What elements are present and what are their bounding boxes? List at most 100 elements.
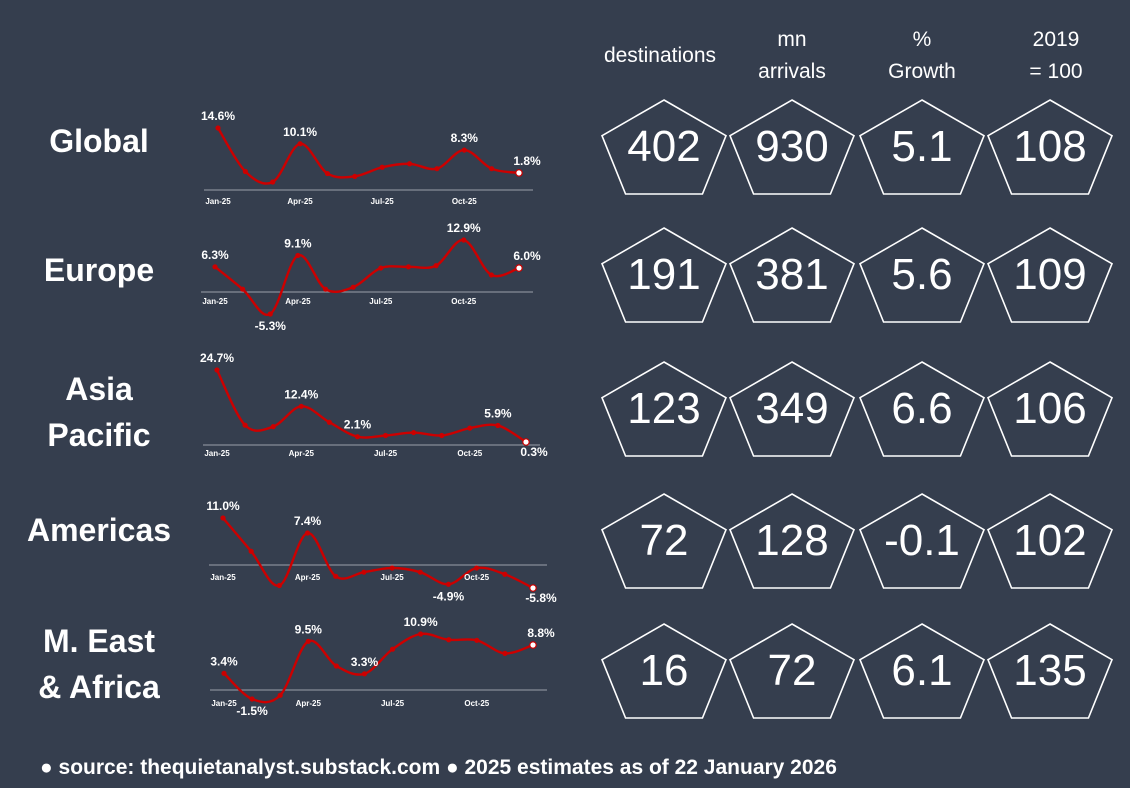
data-point bbox=[323, 287, 328, 292]
x-tick-label: Jul-25 bbox=[369, 297, 393, 306]
metric-growth-global: 5.1 bbox=[860, 122, 984, 172]
data-point bbox=[390, 647, 395, 652]
data-point bbox=[221, 671, 226, 676]
data-point bbox=[212, 264, 217, 269]
region-label-americas: Americas bbox=[0, 507, 198, 553]
data-point bbox=[462, 147, 467, 152]
metric-arrivals-americas: 128 bbox=[730, 516, 854, 566]
data-label: -4.9% bbox=[433, 589, 465, 603]
x-tick-label: Jul-25 bbox=[374, 449, 398, 458]
region-label-asia-pacific: Asia Pacific bbox=[0, 366, 198, 458]
data-point bbox=[516, 265, 522, 271]
x-tick-label: Oct-25 bbox=[452, 197, 477, 206]
data-point bbox=[439, 433, 444, 438]
metric-growth-europe: 5.6 bbox=[860, 250, 984, 300]
data-point bbox=[355, 434, 360, 439]
metric-index-europe: 109 bbox=[988, 250, 1112, 300]
x-tick-label: Oct-25 bbox=[464, 699, 489, 708]
x-tick-label: Oct-25 bbox=[464, 573, 489, 582]
data-point bbox=[389, 565, 394, 570]
x-tick-label: Oct-25 bbox=[451, 297, 476, 306]
data-point bbox=[215, 125, 220, 130]
data-label: 6.3% bbox=[201, 248, 229, 262]
region-label-global: Global bbox=[0, 118, 198, 164]
data-point bbox=[523, 439, 529, 445]
data-point bbox=[406, 264, 411, 269]
data-point bbox=[220, 515, 225, 520]
x-tick-label: Jan-25 bbox=[205, 197, 231, 206]
data-label: 24.7% bbox=[200, 351, 234, 365]
data-point bbox=[530, 642, 536, 648]
data-point bbox=[446, 582, 451, 587]
x-tick-label: Apr-25 bbox=[295, 573, 321, 582]
data-point bbox=[433, 263, 438, 268]
data-point bbox=[474, 565, 479, 570]
data-point bbox=[249, 696, 254, 701]
metric-destinations-americas: 72 bbox=[602, 516, 726, 566]
x-tick-label: Oct-25 bbox=[457, 449, 482, 458]
header-index: 2019 = 100 bbox=[994, 24, 1118, 88]
data-point bbox=[249, 549, 254, 554]
data-label: 11.0% bbox=[206, 499, 240, 513]
metric-arrivals-europe: 381 bbox=[730, 250, 854, 300]
header-arrivals: mn arrivals bbox=[730, 24, 854, 88]
data-point bbox=[411, 430, 416, 435]
metric-growth-m-east-africa: 6.1 bbox=[860, 646, 984, 696]
data-point bbox=[489, 166, 494, 171]
data-point bbox=[502, 651, 507, 656]
metric-arrivals-asia-pacific: 349 bbox=[730, 384, 854, 434]
series-line bbox=[218, 128, 519, 184]
data-point bbox=[299, 404, 304, 409]
series-line bbox=[224, 634, 533, 702]
data-label: 5.9% bbox=[484, 406, 512, 420]
data-label: 12.4% bbox=[284, 387, 318, 401]
series-line bbox=[217, 370, 526, 442]
data-label: 14.6% bbox=[201, 109, 235, 123]
x-tick-label: Jan-25 bbox=[210, 573, 236, 582]
data-point bbox=[502, 572, 507, 577]
x-tick-label: Jul-25 bbox=[381, 573, 405, 582]
data-point bbox=[242, 423, 247, 428]
data-point bbox=[278, 693, 283, 698]
metric-destinations-asia-pacific: 123 bbox=[602, 384, 726, 434]
series-line bbox=[215, 240, 519, 315]
data-point bbox=[271, 424, 276, 429]
region-label-europe: Europe bbox=[0, 247, 198, 293]
region-label-m-east-africa: M. East & Africa bbox=[0, 618, 198, 710]
series-line bbox=[223, 518, 533, 588]
x-tick-label: Jul-25 bbox=[381, 699, 405, 708]
data-point bbox=[434, 166, 439, 171]
x-tick-label: Jan-25 bbox=[211, 699, 237, 708]
data-point bbox=[361, 570, 366, 575]
data-label: 8.3% bbox=[451, 131, 479, 145]
metric-destinations-global: 402 bbox=[602, 122, 726, 172]
data-point bbox=[240, 287, 245, 292]
x-tick-label: Jan-25 bbox=[202, 297, 228, 306]
metric-arrivals-global: 930 bbox=[730, 122, 854, 172]
data-point bbox=[306, 639, 311, 644]
metric-destinations-europe: 191 bbox=[602, 250, 726, 300]
metric-index-global: 108 bbox=[988, 122, 1112, 172]
data-point bbox=[214, 367, 219, 372]
data-point bbox=[325, 171, 330, 176]
data-label: 6.0% bbox=[513, 249, 541, 263]
data-point bbox=[489, 272, 494, 277]
data-point bbox=[407, 161, 412, 166]
data-point bbox=[474, 638, 479, 643]
data-point bbox=[530, 585, 536, 591]
data-label: 0.3% bbox=[520, 445, 548, 459]
metric-index-asia-pacific: 106 bbox=[988, 384, 1112, 434]
data-point bbox=[297, 141, 302, 146]
data-point bbox=[446, 637, 451, 642]
data-point bbox=[461, 237, 466, 242]
data-point bbox=[362, 671, 367, 676]
data-label: -5.8% bbox=[525, 591, 557, 605]
x-tick-label: Jan-25 bbox=[204, 449, 230, 458]
data-label: -5.3% bbox=[255, 319, 287, 333]
data-label: 12.9% bbox=[447, 221, 481, 235]
data-label: 1.8% bbox=[513, 154, 541, 168]
data-point bbox=[351, 285, 356, 290]
data-label: 9.1% bbox=[284, 236, 312, 250]
data-label: 9.5% bbox=[295, 622, 323, 636]
source-footnote: ● source: thequietanalyst.substack.com ●… bbox=[40, 756, 837, 780]
